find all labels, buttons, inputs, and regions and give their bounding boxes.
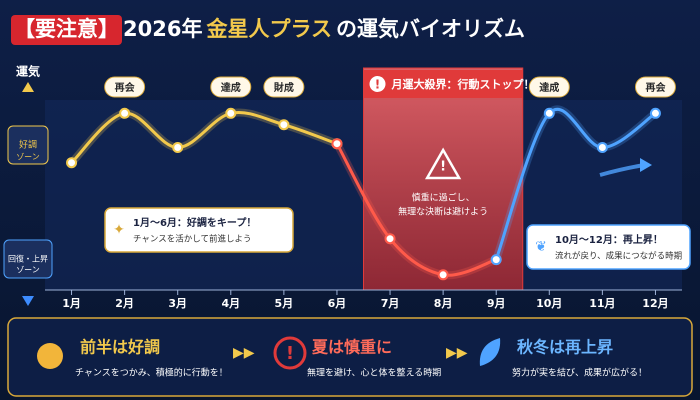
x-tick-label: 5月	[275, 297, 294, 310]
title: 2026年	[123, 17, 202, 41]
callout-title: 1月〜6月：好調をキープ！	[133, 216, 256, 229]
arrow-head	[22, 82, 34, 92]
line	[494, 108, 657, 261]
point-label-box	[104, 76, 146, 98]
callout-icon: ✦	[113, 222, 125, 238]
point	[225, 107, 237, 119]
title-badge	[11, 15, 122, 45]
warning-mark: !	[440, 160, 446, 175]
point	[596, 142, 608, 153]
x-tick-label: 1月	[62, 297, 81, 310]
point-label: 再会	[115, 81, 135, 94]
callout-title: 10月〜12月：再上昇！	[555, 233, 663, 246]
y-axis-label: 運気	[16, 64, 40, 79]
callout-text: チャンスを活かして前進しよう	[133, 234, 252, 245]
rise-arrow-head	[640, 158, 652, 172]
x-tick-label: 12月	[642, 297, 668, 310]
title: の運気バイオリズム	[336, 17, 525, 41]
summary-heading: 夏は慎重に	[311, 338, 392, 357]
point	[66, 157, 78, 169]
divider-arrow: ▶▶	[446, 345, 468, 361]
highlight-note: 慎重に過ごし、	[412, 192, 475, 204]
highlight-label: 月運大殺界：行動ストップ！	[391, 77, 535, 91]
x-tick-label: 7月	[381, 297, 400, 310]
warning-icon	[424, 147, 462, 180]
summary-text: チャンスをつかみ、積極的に行動を！	[75, 367, 228, 379]
zone-label: ゾーン	[16, 153, 40, 162]
point-label-box	[634, 76, 676, 98]
point	[119, 107, 131, 119]
callout-icon: ❦	[535, 239, 547, 255]
point	[543, 107, 555, 119]
x-tick-label: 6月	[328, 297, 347, 310]
point-label: 財成	[273, 81, 294, 94]
divider-arrow: ▶▶	[233, 345, 255, 361]
alert-icon	[369, 76, 386, 92]
point	[172, 142, 184, 153]
title: 金星人プラス	[205, 17, 332, 41]
summary-heading: 秋冬は再上昇	[517, 338, 613, 357]
zone-label: 好調	[19, 139, 37, 151]
leaf-icon	[479, 338, 501, 366]
summary-heading: 前半は好調	[80, 338, 160, 357]
zone-box	[7, 125, 49, 165]
point-label: 達成	[221, 81, 241, 94]
highlight-note: 無理な決断は避けよう	[398, 206, 488, 218]
x-tick-label: 10月	[536, 297, 562, 310]
alert-icon	[273, 336, 307, 370]
zone-label: 回復・上昇	[8, 254, 48, 264]
point	[331, 138, 343, 150]
callout-box	[104, 207, 294, 253]
summary-text: 無理を避け、心と体を整える時期	[307, 367, 441, 379]
line	[335, 142, 497, 277]
arrow-head	[22, 296, 34, 306]
zone-box	[3, 239, 53, 279]
point-label: 達成	[539, 81, 559, 94]
x-tick-label: 11月	[589, 297, 615, 310]
x-tick-label: 2月	[115, 297, 134, 310]
sun-icon	[37, 343, 63, 369]
point-label-box	[528, 76, 570, 98]
x-tick-label: 8月	[434, 297, 453, 310]
alert-mark: !	[286, 343, 294, 364]
point-label-box	[210, 76, 252, 98]
point-label-box	[263, 76, 305, 98]
point	[649, 107, 661, 119]
x-tick-label: 9月	[487, 297, 506, 310]
point	[437, 269, 449, 281]
zone-label: ゾーン	[16, 266, 40, 275]
highlight-header	[363, 70, 523, 98]
point	[490, 254, 502, 266]
callout-box	[526, 224, 691, 270]
summary-text: 努力が実を結び、成果が広がる！	[512, 367, 647, 379]
alert-mark: !	[375, 78, 380, 92]
point	[278, 119, 290, 131]
x-tick-label: 3月	[168, 297, 187, 310]
callout-text: 流れが戻り、成果につながる時期	[555, 251, 682, 262]
point	[384, 233, 396, 245]
x-tick-label: 4月	[221, 297, 240, 310]
title: 【要注意】	[14, 17, 119, 41]
point-label: 再会	[645, 81, 665, 94]
summary-panel	[7, 317, 693, 397]
